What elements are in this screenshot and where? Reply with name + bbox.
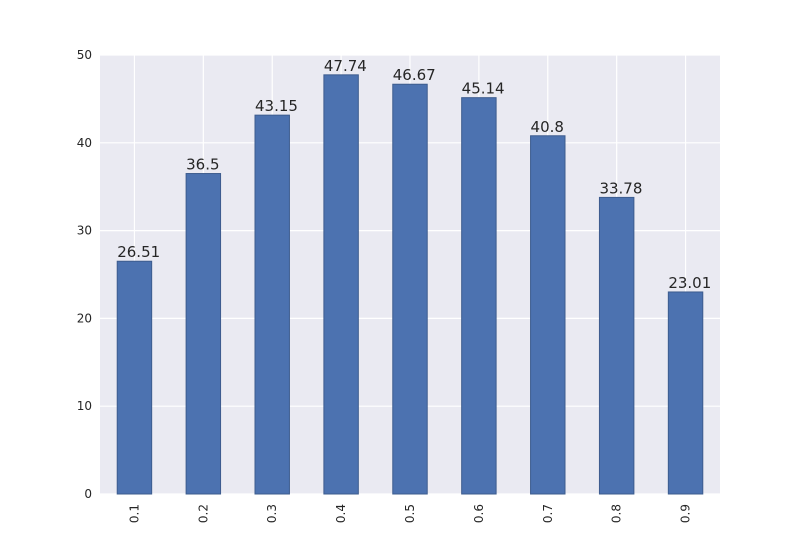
bar-value-label: 36.5 [186,156,219,174]
bar [392,83,428,495]
x-axis-ticks: 0.1 0.2 0.3 0.4 0.5 0.6 0.7 0.8 0.9 [127,504,692,523]
y-tick-label: 20 [77,311,92,325]
bar [185,173,222,495]
bar [323,74,359,495]
bar-value-label: 40.8 [531,118,564,136]
y-tick-label: 0 [84,487,92,501]
bar [530,135,566,495]
x-tick-label: 0.2 [196,504,210,523]
y-tick-label: 50 [77,48,92,62]
x-tick-label: 0.9 [679,504,693,523]
bar-value-label: 43.15 [255,97,298,115]
bar-value-label: 47.74 [324,57,367,75]
x-tick-label: 0.1 [127,504,141,523]
x-tick-label: 0.3 [265,504,279,523]
x-tick-label: 0.7 [541,504,555,523]
bar [598,196,635,495]
bar [116,260,153,495]
data-labels: 26.51 36.5 43.15 47.74 46.67 45.14 40.8 33.78 23… [117,57,711,292]
x-tick-label: 0.4 [334,504,348,523]
bar [461,97,497,495]
bar-value-label: 46.67 [393,66,436,84]
x-tick-label: 0.5 [403,504,417,523]
x-tick-label: 0.6 [472,504,486,523]
bar [667,291,704,495]
y-axis-ticks: 0 10 20 30 40 50 [77,48,92,501]
x-tick-label: 0.8 [610,504,624,523]
bars [116,74,704,495]
y-tick-label: 10 [77,399,92,413]
bar-value-label: 33.78 [599,179,642,197]
bar-value-label: 45.14 [462,80,505,98]
bar-value-label: 26.51 [117,243,160,261]
y-tick-label: 30 [77,224,92,238]
bar-value-label: 23.01 [668,274,711,292]
bar [254,114,290,495]
y-tick-label: 40 [77,136,92,150]
